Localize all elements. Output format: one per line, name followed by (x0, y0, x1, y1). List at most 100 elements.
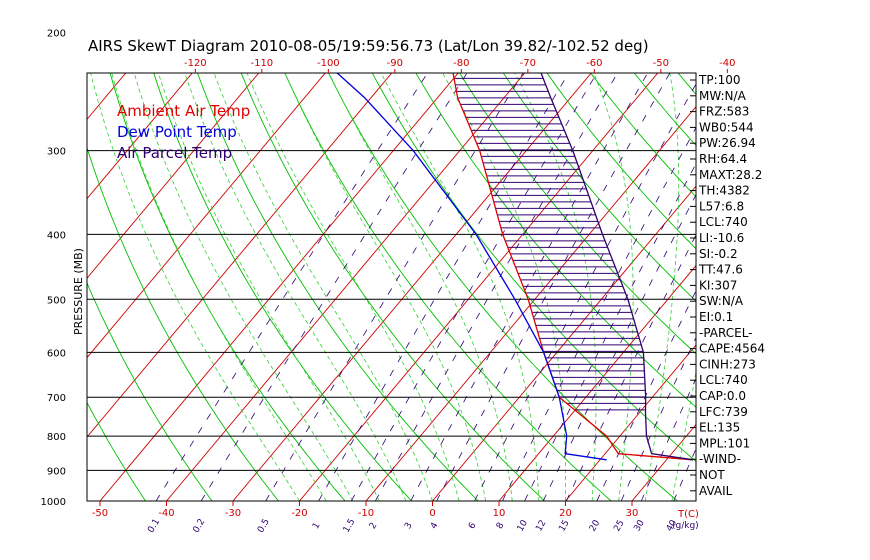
dry-adiabat (727, 0, 870, 501)
top-temp-tick-label: -120 (184, 58, 207, 69)
index-label: LCL:740 (699, 373, 748, 387)
dry-adiabat (796, 0, 870, 501)
dry-adiabat (624, 0, 870, 501)
pressure-tick-label: 1000 (41, 497, 66, 508)
top-temp-tick-label: -40 (719, 58, 735, 69)
x-axis-unit: T(C) (677, 509, 699, 520)
index-label: MAXT:28.2 (699, 168, 762, 182)
mixing-ratio-tick-label: 10 (516, 518, 531, 533)
dry-adiabat (633, 73, 696, 147)
moist-adiabat (157, 73, 380, 501)
top-temp-tick-label: -110 (250, 58, 273, 69)
moist-adiabat (671, 370, 696, 501)
dry-adiabat (109, 73, 346, 501)
dry-adiabat (502, 73, 696, 302)
pressure-tick-label: 500 (47, 295, 66, 306)
top-temp-tick-label: -80 (453, 58, 469, 69)
index-label: -WIND- (699, 452, 741, 466)
index-label: EI:0.1 (699, 310, 733, 324)
mixing-ratio-tick-label: 30 (632, 518, 647, 533)
mixing-ratio-tick-label: 6 (467, 521, 479, 531)
index-label: LI:-10.6 (699, 231, 744, 245)
moist-adiabat (328, 73, 513, 501)
index-label: SW:N/A (699, 294, 744, 308)
dewpoint-thick-segment (213, 0, 276, 33)
index-label: TT:47.6 (698, 263, 743, 277)
dry-adiabat (153, 73, 412, 501)
index-label: CAPE:4564 (699, 342, 765, 356)
top-temp-tick-label: -90 (387, 58, 403, 69)
mixing-ratio-tick-label: 8 (495, 521, 507, 531)
isotherm-line (631, 423, 696, 501)
mixing-ratio-line (318, 73, 570, 501)
temp-tick-label: 20 (559, 508, 572, 519)
mixing-ratio-line (265, 73, 524, 501)
mixing-ratio-tick-label: 2 (368, 521, 380, 531)
temp-tick-label: -50 (92, 508, 108, 519)
dry-adiabat (658, 0, 870, 501)
dry-adiabat (197, 73, 479, 501)
mixing-ratio-tick-label: 1 (311, 521, 323, 531)
index-label: TP:100 (698, 73, 741, 87)
top-temp-tick-label: -70 (520, 58, 536, 69)
pressure-tick-label: 200 (47, 29, 66, 40)
index-label: EL:135 (699, 421, 740, 435)
background-grid (0, 0, 870, 501)
mixing-ratio-tick-label: 0.5 (256, 517, 272, 534)
moist-adiabat (725, 33, 845, 501)
top-temp-tick-label: -50 (653, 58, 669, 69)
index-label: FRZ:583 (699, 105, 749, 119)
mixing-ratio-tick-label: 12 (534, 519, 548, 534)
dry-adiabat (87, 146, 279, 501)
dry-adiabat (546, 73, 696, 250)
pressure-tick-label: 400 (47, 230, 66, 241)
moist-adiabat (133, 73, 354, 501)
index-label: -PARCEL- (699, 326, 753, 340)
isotherm-line (498, 264, 696, 501)
mixing-ratio-tick-label: 25 (612, 519, 626, 534)
temp-tick-label: -30 (225, 508, 241, 519)
legend: Ambient Air Temp Dew Point Temp Air Parcel… (117, 102, 250, 162)
index-label: TH:4382 (698, 184, 750, 198)
isotherm-line (87, 73, 193, 200)
index-label: PW:26.94 (699, 136, 756, 150)
isotherm-line (87, 73, 260, 279)
dewpoint-temp-line (336, 73, 607, 461)
cape-hatching (454, 77, 646, 411)
temp-tick-label: -10 (358, 508, 374, 519)
temp-tick-label: -40 (158, 508, 174, 519)
isotherm-line (0, 0, 262, 501)
isotherm-line (166, 73, 526, 501)
pressure-tick-label: 300 (47, 147, 66, 158)
isotherm-line (87, 73, 326, 359)
axis-ticks: 1002003004005006007008009001000-50-40-30… (41, 29, 736, 535)
temp-tick-label: 10 (493, 508, 506, 519)
pressure-tick-label: 900 (47, 466, 66, 477)
mixing-ratio-tick-label: 15 (557, 519, 571, 534)
parcel-temp-line (540, 73, 694, 461)
y-axis-label: PRESSURE (MB) (72, 248, 85, 335)
mixing-ratio-tick-label: 0.2 (192, 517, 208, 534)
mixing-ratio-tick-label: 4 (429, 521, 441, 531)
isotherm-line (565, 344, 696, 501)
dry-adiabat (371, 73, 696, 462)
temp-tick-label: 0 (429, 508, 435, 519)
profile-lines (213, 0, 694, 461)
index-label: WB0:544 (699, 120, 754, 134)
dry-adiabat (87, 281, 213, 501)
mixing-ratio-line (200, 73, 468, 501)
plot-frame (86, 72, 697, 502)
ambient-temp-line (452, 73, 694, 461)
isotherm-line (765, 0, 870, 501)
isotherm-line (0, 0, 195, 501)
index-label: CINH:273 (699, 357, 756, 371)
index-label: NOT (699, 468, 725, 482)
index-label: L57:6.8 (699, 199, 744, 213)
pressure-tick-label: 700 (47, 393, 66, 404)
legend-entry: Air Parcel Temp (117, 144, 232, 162)
mixing-ratio-line (155, 73, 429, 501)
dry-adiabat (830, 0, 870, 501)
mixing-ratio-unit: (g/kg) (672, 521, 699, 531)
